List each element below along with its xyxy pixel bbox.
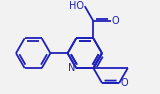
Text: N: N <box>68 63 75 73</box>
Text: HO: HO <box>69 1 84 11</box>
Text: O: O <box>112 16 119 26</box>
Text: O: O <box>120 78 128 88</box>
